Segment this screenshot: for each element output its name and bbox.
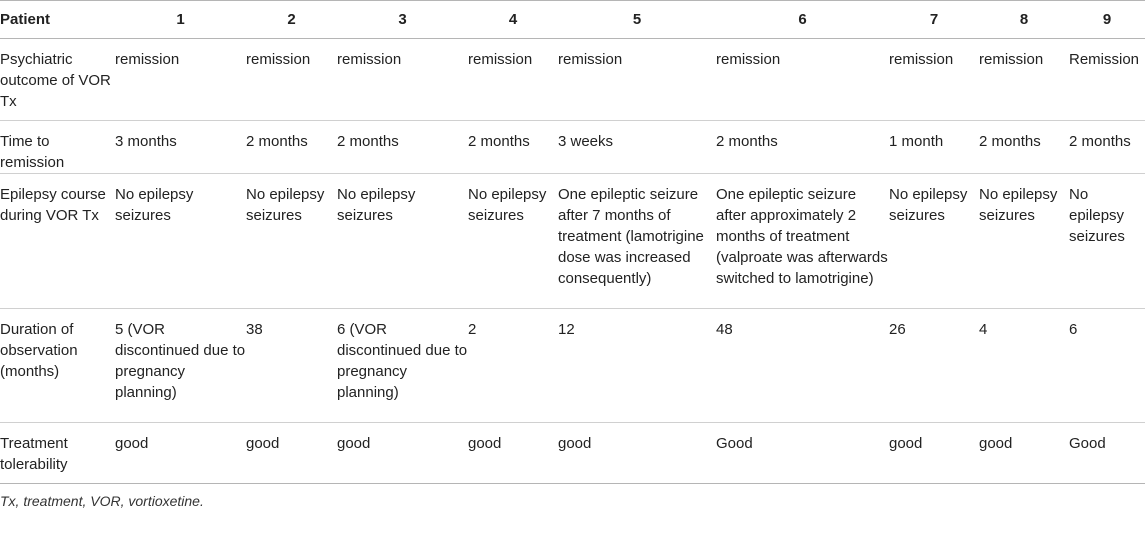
table-cell: Remission (1069, 38, 1145, 121)
table-cell: No epilepsy seizures (337, 173, 468, 309)
table-cell: good (558, 422, 716, 484)
table-cell: remission (558, 38, 716, 121)
table-cell: remission (716, 38, 889, 121)
table-cell: 1 month (889, 120, 979, 174)
table-row: Duration of observation (months) 5 (VOR … (0, 308, 1145, 423)
table-cell: 2 months (1069, 120, 1145, 174)
table-cell: 38 (246, 308, 337, 423)
header-row: Patient 1 2 3 4 5 6 7 8 9 (0, 0, 1145, 39)
table-cell: 2 months (337, 120, 468, 174)
table-cell: No epilepsy seizures (246, 173, 337, 309)
header-patient-label: Patient (0, 0, 115, 39)
table-row: Treatment tolerability good good good go… (0, 422, 1145, 484)
header-patient-4: 4 (468, 0, 558, 39)
patient-outcomes-table: Patient 1 2 3 4 5 6 7 8 9 Psychiatric ou… (0, 0, 1145, 484)
header-patient-9: 9 (1069, 0, 1145, 39)
table-cell: One epileptic seizure after 7 months of … (558, 173, 716, 309)
table-footnote: Tx, treatment, VOR, vortioxetine. (0, 493, 204, 509)
table-row: Psychiatric outcome of VOR Tx remission … (0, 38, 1145, 121)
table-cell: 5 (VOR discontinued due to pregnancy pla… (115, 308, 246, 423)
table-cell: good (979, 422, 1069, 484)
table-cell: No epilepsy seizures (115, 173, 246, 309)
table-cell: remission (246, 38, 337, 121)
table-cell: 2 months (716, 120, 889, 174)
table-cell: good (889, 422, 979, 484)
table-cell: remission (468, 38, 558, 121)
table-cell: 12 (558, 308, 716, 423)
row-label: Duration of observation (months) (0, 308, 115, 423)
table-cell: Good (1069, 422, 1145, 484)
table-cell: remission (115, 38, 246, 121)
table-cell: 2 months (979, 120, 1069, 174)
table-cell: remission (979, 38, 1069, 121)
table-cell: 2 (468, 308, 558, 423)
table-cell: remission (337, 38, 468, 121)
row-label: Psychiatric outcome of VOR Tx (0, 38, 115, 121)
table-cell: 48 (716, 308, 889, 423)
table-cell: No epilepsy seizures (979, 173, 1069, 309)
table-cell: good (115, 422, 246, 484)
header-patient-8: 8 (979, 0, 1069, 39)
table-cell: 6 (1069, 308, 1145, 423)
table-cell: 4 (979, 308, 1069, 423)
table-cell: One epileptic seizure after approximatel… (716, 173, 889, 309)
header-patient-2: 2 (246, 0, 337, 39)
row-label: Treatment tolerability (0, 422, 115, 484)
table-cell: 26 (889, 308, 979, 423)
table-cell: 3 months (115, 120, 246, 174)
table-cell: Good (716, 422, 889, 484)
table-cell: 2 months (246, 120, 337, 174)
table-cell: No epilepsy seizures (889, 173, 979, 309)
row-label: Time to remission (0, 120, 115, 174)
header-patient-7: 7 (889, 0, 979, 39)
table-cell: No epilepsy seizures (468, 173, 558, 309)
table-cell: 2 months (468, 120, 558, 174)
table-cell: 6 (VOR discontinued due to pregnancy pla… (337, 308, 468, 423)
row-label: Epilepsy course during VOR Tx (0, 173, 115, 309)
table-cell: remission (889, 38, 979, 121)
table-row: Epilepsy course during VOR Tx No epileps… (0, 173, 1145, 309)
table-container: Patient 1 2 3 4 5 6 7 8 9 Psychiatric ou… (0, 0, 1145, 509)
header-patient-3: 3 (337, 0, 468, 39)
table-cell: No epilepsy seizures (1069, 173, 1145, 309)
table-cell: good (337, 422, 468, 484)
table-cell: good (246, 422, 337, 484)
table-cell: good (468, 422, 558, 484)
header-patient-5: 5 (558, 0, 716, 39)
table-row: Time to remission 3 months 2 months 2 mo… (0, 120, 1145, 174)
header-patient-1: 1 (115, 0, 246, 39)
table-cell: 3 weeks (558, 120, 716, 174)
header-patient-6: 6 (716, 0, 889, 39)
